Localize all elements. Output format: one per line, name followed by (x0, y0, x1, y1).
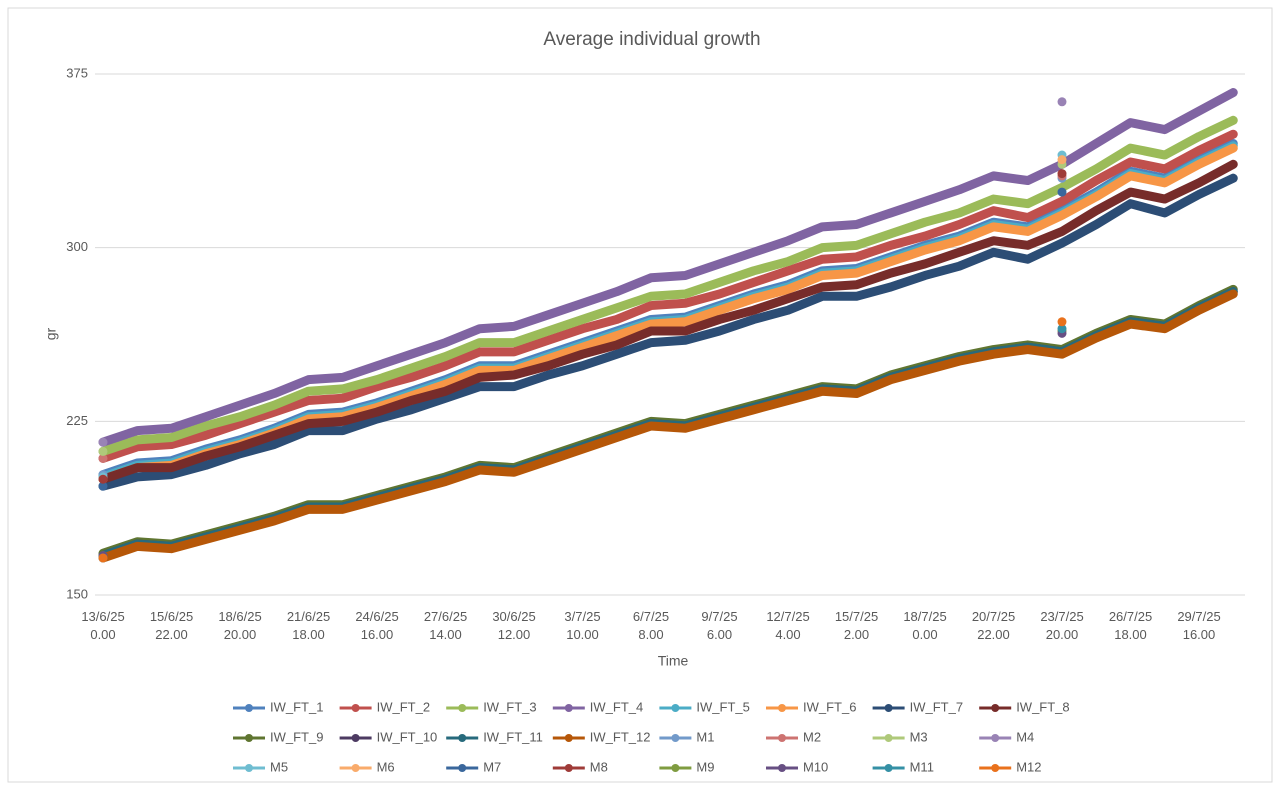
data-point (1057, 155, 1067, 165)
x-tick-label: 24/6/25 16.00 (355, 609, 398, 642)
legend-label: IW_FT_2 (377, 699, 430, 714)
x-tick-label: 6/7/25 8.00 (633, 609, 669, 642)
legend-label: M8 (590, 759, 608, 774)
x-tick-label: 26/7/25 18.00 (1109, 609, 1152, 642)
data-point (98, 474, 108, 484)
chart-frame (7, 7, 1273, 783)
x-tick-label: 15/6/25 22.00 (150, 609, 193, 642)
legend-label: IW_FT_8 (1016, 699, 1069, 714)
legend-marker (884, 764, 893, 772)
legend-marker (884, 734, 893, 742)
legend: IW_FT_1 IW_FT_2 IW_FT_3 IW_FT_4 IW_FT_5 IW_FT… (233, 699, 1070, 774)
data-point (98, 437, 108, 447)
x-tick-label: 9/7/25 6.00 (701, 609, 737, 642)
data-point (1057, 324, 1067, 334)
legend-marker (245, 734, 253, 742)
legend-label: IW_FT_5 (696, 699, 749, 714)
legend-label: M10 (803, 759, 828, 774)
legend-label: M7 (483, 759, 501, 774)
plot (98, 88, 1238, 563)
series-line (98, 159, 1238, 484)
legend-marker (351, 704, 360, 712)
legend-marker (458, 734, 467, 742)
x-tick-label: 27/6/25 14.00 (424, 609, 467, 642)
legend-marker (671, 704, 680, 712)
legend-label: M9 (696, 759, 714, 774)
x-tick-label: 29/7/25 16.00 (1177, 609, 1220, 642)
series-line (98, 173, 1238, 491)
data-point (98, 553, 108, 563)
legend-marker (245, 704, 253, 712)
legend-label: IW_FT_3 (483, 699, 536, 714)
x-tick-label: 12/7/25 4.00 (766, 609, 809, 642)
legend-marker (778, 734, 786, 742)
data-point (98, 481, 108, 491)
legend-marker (564, 704, 573, 712)
x-tick-label: 30/6/25 12.00 (492, 609, 535, 642)
legend-label: IW_FT_11 (483, 729, 543, 744)
series-line (98, 289, 1238, 563)
y-tick-label: 150 (66, 586, 88, 601)
legend-label: M11 (910, 759, 934, 774)
legend-label: IW_FT_10 (377, 729, 438, 744)
data-point (98, 446, 108, 456)
y-axis-title: gr (43, 327, 59, 340)
legend-marker (778, 764, 786, 772)
data-point (1057, 97, 1067, 107)
x-tick-label: 13/6/25 0.00 (81, 609, 124, 642)
legend-label: M5 (270, 759, 288, 774)
y-tick-label: 375 (66, 65, 88, 80)
x-tick-label: 23/7/25 20.00 (1040, 609, 1083, 642)
legend-marker (458, 704, 467, 712)
legend-marker (671, 734, 680, 742)
data-point (1057, 317, 1067, 327)
series-line (98, 115, 1238, 456)
series-line (98, 129, 1238, 463)
y-tick-label: 300 (66, 239, 88, 254)
chart-title: Average individual growth (543, 29, 760, 50)
legend-label: M4 (1016, 729, 1034, 744)
data-point (1057, 169, 1067, 179)
x-tick-label: 18/7/25 0.00 (903, 609, 946, 642)
legend-marker (778, 704, 786, 712)
legend-label: IW_FT_7 (910, 699, 963, 714)
x-tick-label: 15/7/25 2.00 (835, 609, 878, 642)
x-axis-title: Time (658, 653, 689, 669)
legend-marker (245, 764, 253, 772)
legend-marker (991, 734, 1000, 742)
legend-label: IW_FT_9 (270, 729, 323, 744)
series-line (98, 88, 1238, 447)
legend-label: IW_FT_4 (590, 699, 643, 714)
legend-label: M12 (1016, 759, 1041, 774)
x-tick-label: 20/7/25 22.00 (972, 609, 1015, 642)
grid: 150 225 300 375 13/6/25 0.00 15/6/25 22.00 18/6/… (66, 65, 1245, 642)
legend-marker (991, 704, 1000, 712)
legend-marker (351, 764, 360, 772)
legend-label: M3 (910, 729, 928, 744)
legend-marker (458, 764, 467, 772)
x-tick-label: 21/6/25 18.00 (287, 609, 330, 642)
legend-marker (351, 734, 360, 742)
legend-label: M1 (696, 729, 714, 744)
legend-marker (564, 764, 573, 772)
data-point (1057, 187, 1067, 197)
x-tick-label: 18/6/25 20.00 (218, 609, 261, 642)
y-tick-label: 225 (66, 413, 88, 428)
x-tick-label: 3/7/25 10.00 (564, 609, 600, 642)
legend-label: IW_FT_1 (270, 699, 323, 714)
legend-marker (884, 704, 893, 712)
legend-label: M2 (803, 729, 821, 744)
data-point (98, 453, 108, 463)
legend-marker (991, 764, 1000, 772)
legend-label: IW_FT_12 (590, 729, 651, 744)
legend-marker (671, 764, 680, 772)
legend-label: M6 (377, 759, 395, 774)
legend-label: IW_FT_6 (803, 699, 856, 714)
legend-marker (564, 734, 573, 742)
